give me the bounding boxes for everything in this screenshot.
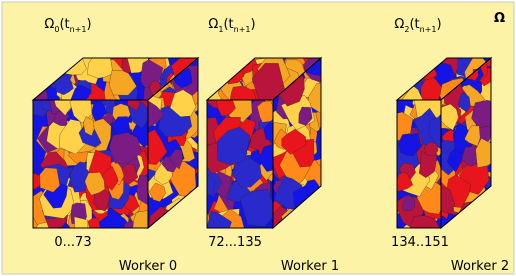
label-part: n+1 xyxy=(420,25,437,34)
label-part: (t xyxy=(223,17,233,32)
label-part: Ω xyxy=(44,17,54,32)
worker-label: Worker 0 xyxy=(119,259,177,274)
label-part: (t xyxy=(409,17,419,32)
grain xyxy=(40,168,60,193)
grain-face xyxy=(24,85,163,245)
diagram: Ω Ω0(tn+1)0...73Worker 0Ω1(tn+1)72...135… xyxy=(0,0,516,276)
label-part: n+1 xyxy=(234,25,251,34)
label-part: ) xyxy=(87,17,92,32)
label-part: n+1 xyxy=(70,25,87,34)
corner-label: Ω xyxy=(494,11,505,26)
worker-label: Worker 2 xyxy=(451,259,509,274)
range-label: 72...135 xyxy=(208,235,262,250)
label-part: (t xyxy=(59,17,69,32)
label-part: Ω xyxy=(208,17,218,32)
label-part: ) xyxy=(251,17,256,32)
range-label: 134..151 xyxy=(391,235,449,250)
label-part: Ω xyxy=(394,17,404,32)
worker-label: Worker 1 xyxy=(281,259,339,274)
range-label: 0...73 xyxy=(54,235,91,250)
label-part: ) xyxy=(437,17,442,32)
